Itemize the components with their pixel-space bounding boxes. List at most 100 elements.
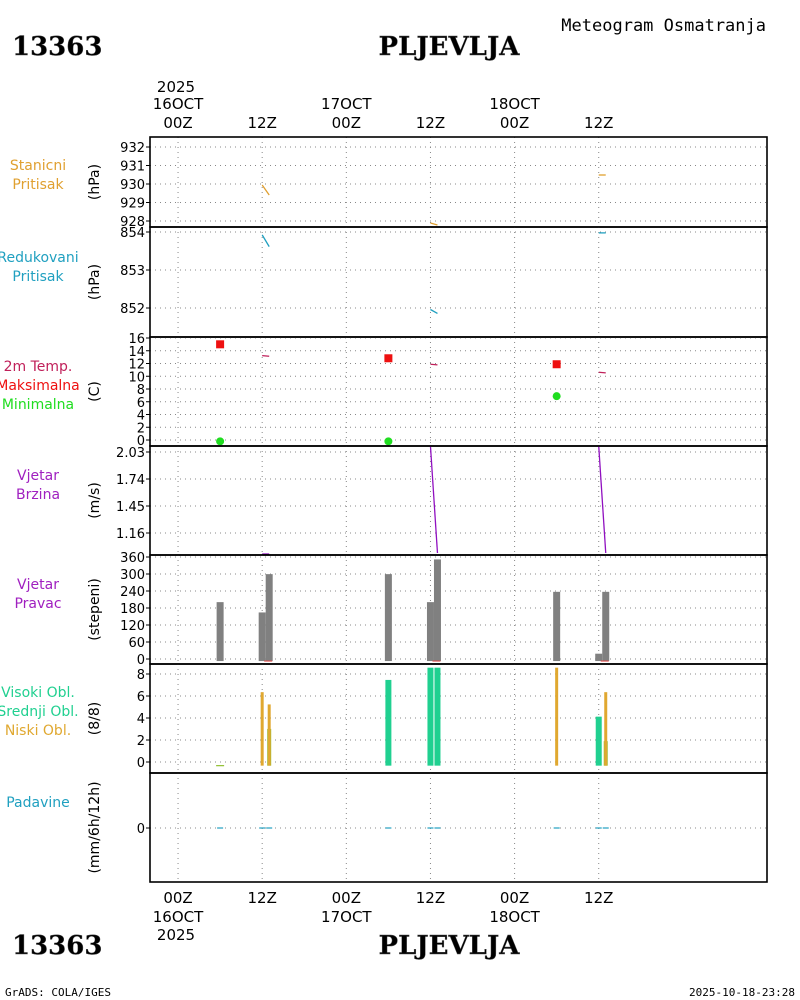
wind-direction-bar: [384, 574, 392, 662]
temp-min-marker: [384, 437, 393, 446]
y-tick-label: 300: [120, 568, 145, 583]
panel-wind-speed: 2.03 1.74 1.45 1.16 Vjetar Brzina (m/s): [16, 445, 768, 556]
day-label: 16OCT: [153, 95, 204, 113]
y-tick-label: 0: [137, 822, 145, 837]
panel-frame: [149, 772, 768, 883]
y-tick-label: 360: [120, 551, 145, 566]
panel-label: Maksimalna: [0, 378, 80, 394]
series-segment: [430, 222, 438, 226]
y-tick-label: 180: [120, 602, 145, 617]
series-segment: [261, 184, 270, 196]
wind-direction-bar: [258, 612, 266, 662]
station-id-bottom: 13363: [12, 931, 102, 961]
panel-frame: [149, 336, 768, 447]
y-tick-label: 2.03: [116, 446, 145, 461]
y-tick-label: 240: [120, 585, 145, 600]
cloud-bar: [385, 679, 392, 766]
y-tick-label: 6: [137, 690, 145, 705]
y-axis-unit: (m/s): [87, 482, 103, 519]
y-axis-unit: (C): [87, 381, 103, 402]
wind-direction-bar: [553, 591, 561, 662]
panel-label: Pritisak: [12, 177, 64, 193]
wind-direction-bar: [265, 574, 273, 662]
panel-label: Srednji Obl.: [0, 704, 79, 720]
hour-label: 12Z: [416, 114, 445, 132]
station-name-bottom: PLJEVLJA: [379, 931, 521, 961]
y-tick-label: 4: [137, 712, 145, 727]
panel-reduced-pressure: 854 853 852 Redukovani Pritisak (hPa): [0, 226, 768, 338]
series-segment: [598, 445, 607, 554]
station-name-top: PLJEVLJA: [379, 32, 521, 62]
day-label: 16OCT: [153, 908, 204, 926]
panel-station-pressure: 932 931 930 929 928 Stanicni Pritisak (hPa): [10, 136, 768, 230]
y-tick-label: 60: [128, 636, 145, 651]
panel-label: Pritisak: [12, 269, 64, 285]
cloud-bar: [434, 667, 441, 766]
panel-label: Padavine: [6, 795, 70, 811]
y-axis-unit: (8/8): [87, 702, 103, 735]
panel-precipitation: 0 Padavine (mm/6h/12h): [6, 772, 768, 883]
series-segment: [430, 363, 438, 366]
panel-label: Stanicni: [10, 158, 66, 174]
y-tick-label: 0: [137, 756, 145, 771]
panel-label: Niski Obl.: [5, 723, 71, 739]
temp-max-marker: [384, 354, 393, 363]
cloud-bar: [427, 667, 434, 766]
wind-direction-bar: [602, 591, 610, 662]
y-tick-label: 14: [128, 345, 145, 360]
wind-direction-bar: [426, 602, 434, 662]
series-segment: [262, 354, 270, 357]
y-tick-label: 0: [137, 653, 145, 668]
panel-label: Visoki Obl.: [1, 685, 75, 701]
hour-label: 12Z: [584, 889, 613, 907]
panel-label: Pravac: [14, 596, 61, 612]
panel-label: Vjetar: [17, 577, 59, 593]
hour-label: 00Z: [500, 889, 529, 907]
panel-frame: [149, 445, 768, 556]
y-tick-label: 929: [120, 197, 145, 212]
cloud-bar: [604, 692, 608, 766]
hour-label: 00Z: [163, 889, 192, 907]
panel-label: Redukovani: [0, 250, 79, 266]
cloud-bar: [267, 704, 271, 766]
y-tick-label: 10: [128, 370, 145, 385]
y-tick-label: 928: [120, 215, 145, 230]
wind-direction-bar: [595, 653, 603, 662]
y-tick-label: 2: [137, 421, 145, 436]
y-tick-label: 12: [128, 358, 145, 373]
day-label: 18OCT: [489, 908, 540, 926]
y-axis-unit: (stepeni): [87, 578, 103, 641]
year-label-top: 2025: [157, 78, 195, 96]
temp-min-marker: [552, 392, 561, 401]
y-tick-label: 1.16: [116, 527, 145, 542]
series-segment: [598, 371, 606, 374]
hour-label: 00Z: [332, 114, 361, 132]
series-segment: [430, 308, 438, 314]
y-axis-unit: (hPa): [87, 164, 103, 200]
y-tick-label: 852: [120, 302, 145, 317]
product-title: Meteogram Osmatranja: [561, 16, 766, 36]
y-tick-label: 854: [120, 226, 145, 241]
y-tick-label: 8: [137, 383, 145, 398]
panel-frame: [149, 226, 768, 338]
cloud-bar: [260, 692, 264, 766]
panel-label: Brzina: [16, 487, 60, 503]
series-segment: [261, 234, 270, 247]
hour-label: 12Z: [416, 889, 445, 907]
temp-min-marker: [216, 437, 225, 446]
hour-label: 00Z: [332, 889, 361, 907]
panel-frame: [149, 554, 768, 665]
wind-direction-bar: [433, 559, 441, 662]
day-label: 17OCT: [321, 908, 372, 926]
panel-wind-direction: 360 300 240 180 120 60 0 Vjetar Pravac (stepeni): [14, 551, 768, 668]
hour-label: 12Z: [584, 114, 613, 132]
y-tick-label: 932: [120, 141, 145, 156]
y-tick-label: 16: [128, 332, 145, 347]
hour-label: 12Z: [247, 889, 276, 907]
series-segment: [429, 445, 439, 554]
